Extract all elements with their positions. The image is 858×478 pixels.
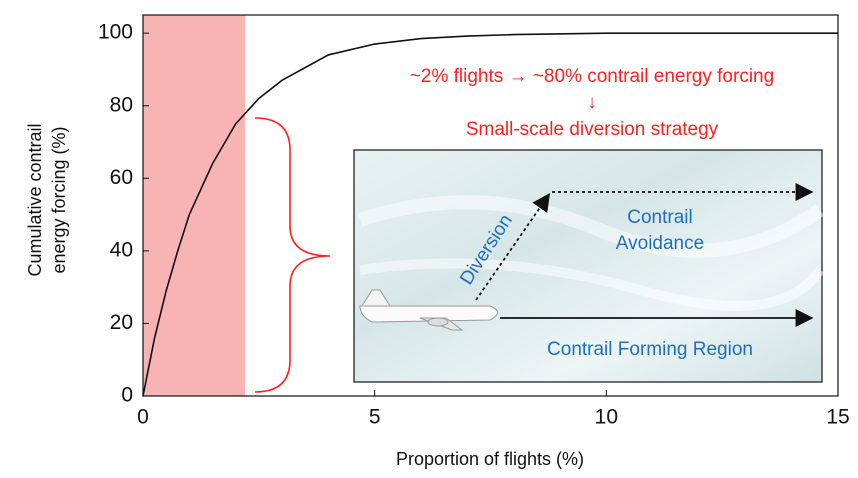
x-tick-label: 10 [595,406,618,429]
x-tick-label: 5 [369,406,381,429]
y-axis-label: Cumulative contrail [25,123,45,276]
y-tick-label: 40 [110,238,133,261]
x-axis-label: Proportion of flights (%) [396,449,584,469]
chart: 0 5 10 15 0 20 40 60 80 100 Proportion of flights… [0,0,858,473]
y-tick-label: 0 [121,384,133,407]
y-tick-label: 20 [110,311,133,334]
inset-label: Avoidance [616,233,704,254]
x-tick-label: 0 [137,406,149,429]
inset-label: Contrail [627,207,692,228]
annotation: ↓ [587,92,597,113]
inset: Diversion Contrail Avoidance Contrail Fo… [354,150,822,382]
inset-label: Contrail Forming Region [547,339,753,360]
y-tick-label: 100 [98,21,133,44]
brace [255,118,330,392]
y-tick-label: 80 [110,93,133,116]
annotation: ~2% flights → ~80% contrail energy forci… [410,66,774,87]
annotation: Small-scale diversion strategy [466,119,719,140]
y-axis-label: energy forcing (%) [49,126,69,273]
x-tick-label: 15 [826,406,849,429]
y-tick-label: 60 [110,166,133,189]
